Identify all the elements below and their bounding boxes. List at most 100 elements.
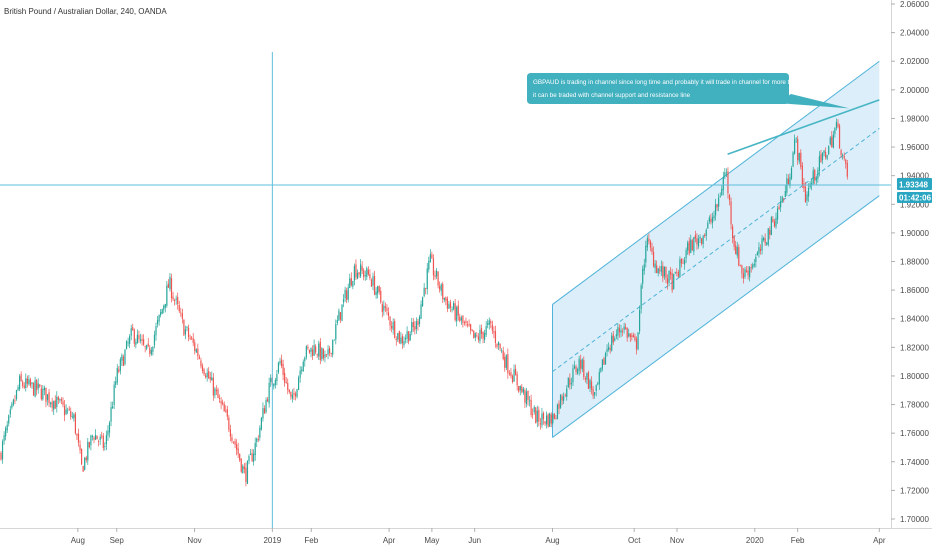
candle-body	[178, 305, 180, 312]
candle-body	[265, 399, 267, 413]
candle-body	[656, 265, 658, 274]
candle-body	[335, 324, 337, 340]
price-tick-label: 1.92000	[900, 200, 929, 209]
candle-body	[166, 285, 168, 306]
candle-body	[274, 379, 276, 385]
candle-body	[532, 413, 534, 415]
candle-body	[164, 303, 166, 308]
candle-body	[395, 338, 397, 341]
candle-body	[527, 390, 529, 401]
candle-body	[285, 382, 287, 383]
candle-body	[152, 346, 154, 352]
candle-body	[294, 393, 297, 397]
candle-body	[429, 254, 431, 262]
candle-body	[23, 385, 25, 388]
time-tick-label: 2019	[263, 536, 281, 545]
candle-body	[487, 323, 489, 325]
candle-body	[769, 229, 771, 235]
candle-body	[20, 374, 22, 381]
candle-body	[327, 349, 329, 355]
candle-body	[556, 404, 559, 419]
candle-body	[386, 307, 388, 311]
candle-body	[758, 247, 760, 254]
candle-body	[725, 172, 727, 174]
candle-body	[62, 401, 64, 405]
candle-body	[671, 273, 673, 291]
candle-body	[355, 264, 357, 278]
candle-body	[420, 304, 422, 319]
candle-body	[530, 399, 532, 415]
candle-body	[302, 361, 304, 372]
candle-body	[107, 430, 109, 436]
candle-body	[732, 226, 734, 239]
candle-body	[476, 335, 478, 337]
candle-body	[31, 382, 33, 385]
time-tick-label: Nov	[670, 536, 684, 545]
candle-body	[463, 322, 466, 324]
price-tick-label: 1.78000	[900, 401, 929, 410]
candle-body	[239, 453, 241, 461]
candle-body	[735, 245, 737, 255]
candle-body	[200, 360, 202, 367]
candle-body	[563, 396, 565, 401]
candle-body	[256, 438, 258, 442]
candle-body	[346, 290, 348, 300]
candle-body	[118, 369, 120, 373]
candle-body	[243, 466, 245, 470]
candle-body	[87, 441, 89, 461]
candle-body	[46, 394, 49, 401]
candle-body	[518, 385, 520, 392]
price-tick-label: 2.04000	[900, 29, 929, 38]
candle-body	[401, 336, 404, 344]
price-tick-label: 1.84000	[900, 315, 929, 324]
candle-body	[347, 287, 349, 300]
price-tick-label: 1.76000	[900, 429, 929, 438]
candle-body	[363, 270, 365, 278]
candle-body	[581, 359, 583, 370]
candle-body	[577, 369, 579, 374]
candle-body	[792, 152, 794, 167]
candle-body	[277, 362, 280, 373]
candle-body	[311, 349, 314, 357]
candle-body	[116, 368, 118, 383]
candle-body	[316, 354, 318, 356]
candle-body	[404, 337, 407, 340]
candle-body	[310, 347, 312, 353]
candle-body	[811, 183, 813, 186]
candle-body	[121, 355, 123, 361]
candle-body	[620, 330, 622, 333]
candle-body	[745, 270, 748, 273]
candle-body	[32, 383, 35, 396]
candle-body	[542, 412, 545, 420]
price-tick-label: 1.86000	[900, 286, 929, 295]
candle-body	[350, 277, 352, 286]
candle-body	[569, 378, 571, 386]
candle-body	[377, 286, 379, 294]
candle-body	[236, 444, 238, 450]
candle-body	[184, 329, 187, 335]
candle-body	[28, 379, 30, 385]
candle-body	[394, 321, 396, 338]
candle-body	[3, 435, 5, 442]
time-tick-label: Oct	[628, 536, 641, 545]
candle-body	[618, 328, 621, 333]
candle-body	[609, 348, 611, 351]
candle-body	[198, 356, 200, 359]
candle-body	[422, 296, 424, 306]
candle-body	[539, 423, 541, 425]
candle-body	[105, 435, 107, 445]
candle-body	[466, 324, 469, 326]
candle-body	[763, 237, 765, 241]
candle-body	[273, 383, 275, 387]
candle-body	[738, 247, 740, 266]
candle-body	[115, 381, 117, 385]
candle-body	[43, 387, 45, 391]
candle-body	[773, 221, 776, 227]
candle-body	[276, 373, 278, 382]
candle-body	[645, 245, 647, 263]
candle-body	[384, 306, 386, 308]
candle-body	[398, 331, 400, 343]
candle-body	[459, 316, 461, 322]
candle-body	[842, 155, 844, 156]
candle-body	[155, 326, 157, 336]
